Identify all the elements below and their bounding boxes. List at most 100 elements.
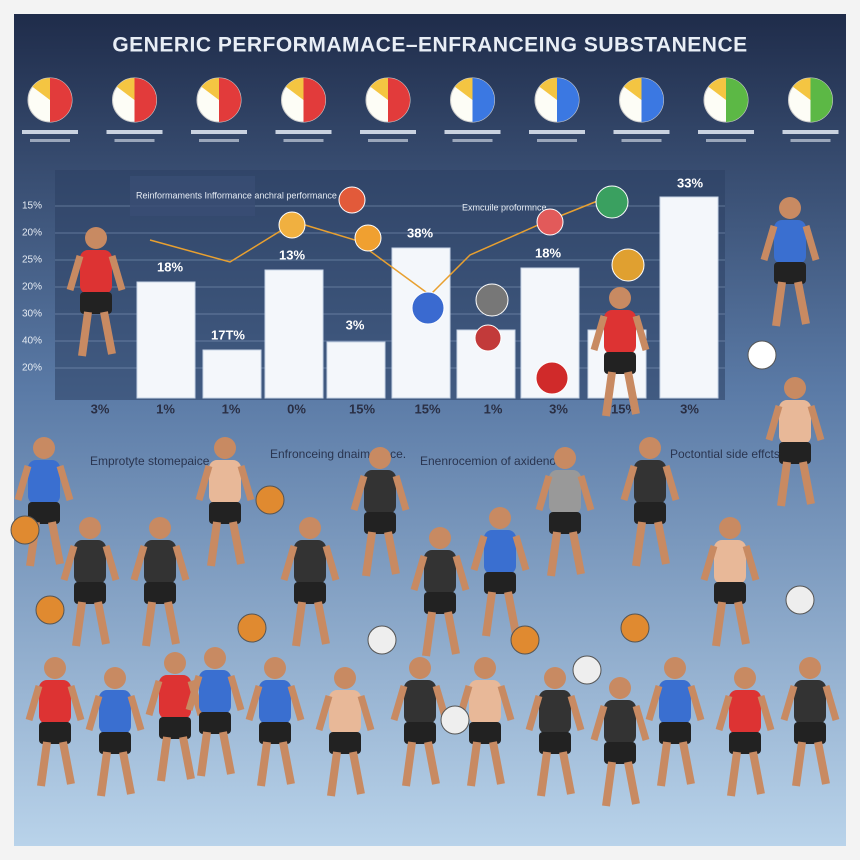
- leg: [569, 531, 585, 575]
- ball: [595, 185, 629, 219]
- arm: [357, 695, 375, 731]
- arm: [632, 705, 650, 741]
- torso: [159, 675, 191, 719]
- torso: [294, 540, 326, 584]
- shorts: [144, 582, 176, 604]
- pie-slice: [557, 78, 579, 122]
- y-axis-label: 20%: [22, 282, 42, 293]
- arm: [760, 225, 778, 261]
- y-axis-label: 25%: [22, 255, 42, 266]
- head: [164, 652, 186, 674]
- bar-label: 18%: [157, 259, 183, 274]
- leg: [422, 611, 436, 657]
- head: [369, 447, 391, 469]
- leg: [179, 736, 195, 780]
- shorts: [794, 722, 826, 744]
- pie-slice: [388, 78, 410, 122]
- y-axis-label: 30%: [22, 309, 42, 320]
- head: [214, 437, 236, 459]
- annotation: Exmcuile proformnce: [462, 202, 547, 212]
- shorts: [294, 582, 326, 604]
- shorts: [604, 352, 636, 374]
- torso: [714, 540, 746, 584]
- ball: [620, 613, 650, 643]
- y-axis-label: 15%: [22, 201, 42, 212]
- shorts: [209, 502, 241, 524]
- arm: [172, 545, 190, 581]
- arm: [700, 545, 718, 581]
- head: [204, 647, 226, 669]
- pie-caption: [114, 139, 155, 142]
- leg: [157, 736, 171, 782]
- bottom-label: 1%: [484, 401, 503, 416]
- pie-caption: [706, 139, 746, 142]
- torso: [364, 470, 396, 514]
- bottom-label: 15%: [414, 401, 440, 416]
- shorts: [714, 582, 746, 604]
- head: [85, 227, 107, 249]
- callout: Poctontial side effcts: [670, 447, 780, 461]
- pie-slice: [32, 78, 50, 100]
- pie-caption: [621, 139, 662, 142]
- leg: [349, 751, 365, 795]
- pie-slice: [641, 78, 664, 122]
- arm: [620, 465, 638, 501]
- leg: [37, 741, 51, 787]
- arm: [127, 695, 145, 731]
- shorts: [469, 722, 501, 744]
- arm: [280, 545, 298, 581]
- leg: [624, 371, 640, 415]
- arm: [687, 685, 705, 721]
- arm: [67, 685, 85, 721]
- arm: [287, 685, 305, 721]
- ball: [475, 283, 509, 317]
- title: GENERIC PERFORMAMACE–ENFRANCEING SUBSTAN…: [112, 34, 747, 57]
- torso: [484, 530, 516, 574]
- annotation-box: [130, 176, 255, 216]
- leg: [384, 531, 400, 575]
- arm: [780, 685, 798, 721]
- head: [734, 667, 756, 689]
- arm: [742, 545, 760, 581]
- arm: [145, 680, 163, 716]
- head: [609, 677, 631, 699]
- arm: [185, 675, 203, 711]
- leg: [197, 731, 211, 777]
- arm: [807, 405, 825, 441]
- leg: [799, 461, 815, 505]
- shorts: [774, 262, 806, 284]
- pie-caption: [191, 130, 247, 134]
- bottom-label: 0%: [287, 401, 306, 416]
- pie-slice: [285, 78, 304, 100]
- arm: [512, 535, 530, 571]
- pie-caption: [360, 130, 416, 134]
- leg: [712, 601, 726, 647]
- pie-caption: [199, 139, 239, 142]
- leg: [59, 741, 75, 785]
- shorts: [604, 742, 636, 764]
- leg: [207, 521, 221, 567]
- leg: [444, 611, 460, 655]
- pie-caption: [368, 139, 408, 142]
- leg: [229, 521, 245, 565]
- torso: [74, 540, 106, 584]
- shorts: [329, 732, 361, 754]
- arm: [662, 465, 680, 501]
- leg: [279, 741, 295, 785]
- y-axis-label: 40%: [22, 336, 42, 347]
- ball: [440, 705, 470, 735]
- arm: [470, 535, 488, 571]
- shorts: [364, 512, 396, 534]
- pie-slice: [623, 78, 642, 100]
- leg: [424, 741, 440, 785]
- pie-slice: [708, 78, 726, 100]
- leg: [654, 521, 670, 565]
- pie-slice: [726, 78, 748, 122]
- head: [79, 517, 101, 539]
- shorts: [74, 582, 106, 604]
- arm: [765, 405, 783, 441]
- leg: [78, 311, 92, 357]
- leg: [314, 601, 330, 645]
- torso: [549, 470, 581, 514]
- arm: [590, 315, 608, 351]
